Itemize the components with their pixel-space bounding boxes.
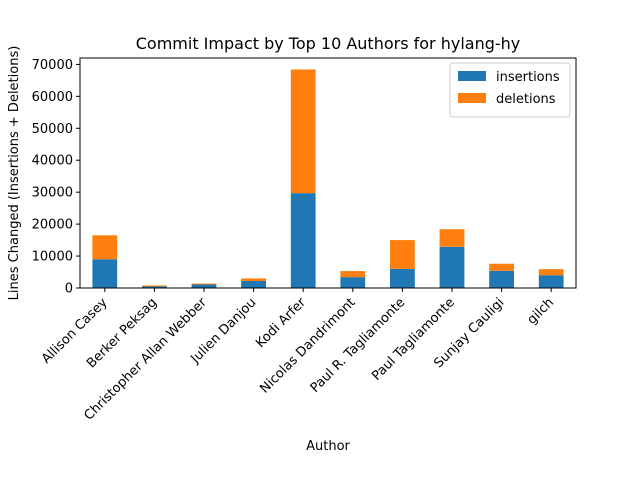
bar-insertions-0: [92, 259, 118, 288]
y-tick-label-3: 30000: [32, 186, 73, 201]
bar-deletions-6: [390, 240, 415, 269]
y-tick-label-1: 10000: [32, 250, 73, 265]
legend: insertions deletions: [449, 62, 571, 118]
bar-insertions-3: [241, 280, 266, 288]
bar-insertions-7: [439, 246, 465, 288]
bar-insertions-1: [142, 286, 167, 288]
y-tick-label-4: 40000: [32, 154, 73, 169]
bar-deletions-2: [191, 283, 217, 285]
y-tick-label-5: 50000: [32, 122, 73, 137]
plot-area-frame: [79, 57, 577, 289]
bar-deletions-7: [439, 229, 465, 247]
x-axis-label: Author: [306, 439, 350, 454]
bar-insertions-8: [489, 270, 514, 288]
bar-deletions-9: [538, 269, 564, 276]
bar-insertions-4: [290, 193, 316, 289]
y-tick-label-6: 60000: [32, 90, 73, 105]
legend-label-insertions: insertions: [496, 70, 560, 85]
bar-deletions-1: [142, 285, 167, 287]
y-tick-label-7: 70000: [32, 58, 73, 73]
legend-swatch-deletions: [458, 93, 486, 103]
y-tick-label-2: 20000: [32, 218, 73, 233]
y-tick-label-0: 0: [65, 282, 73, 297]
y-axis-label: Lines Changed (Insertions + Deletions): [7, 46, 22, 301]
bar-deletions-0: [92, 235, 118, 260]
bar-deletions-8: [489, 263, 514, 271]
bar-insertions-9: [538, 275, 564, 288]
legend-label-deletions: deletions: [496, 92, 556, 107]
bars-layer: [92, 69, 564, 289]
bar-insertions-5: [340, 277, 366, 288]
bar-deletions-4: [290, 69, 316, 194]
bar-insertions-2: [191, 284, 217, 288]
legend-swatch-insertions: [458, 71, 486, 81]
chart-title: Commit Impact by Top 10 Authors for hyla…: [136, 34, 521, 53]
bar-insertions-6: [390, 268, 415, 288]
bar-deletions-3: [241, 278, 266, 281]
bar-deletions-5: [340, 271, 366, 278]
